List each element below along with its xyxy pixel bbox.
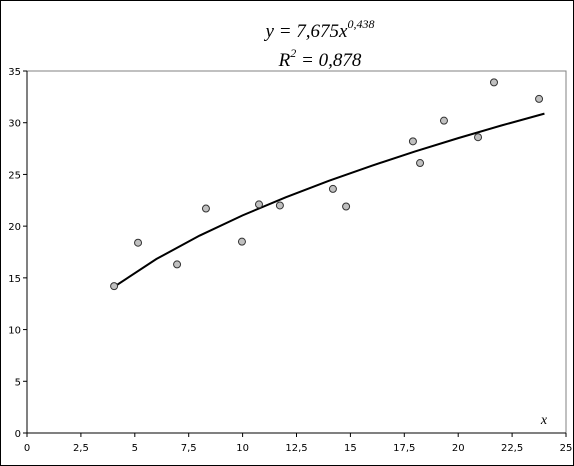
plot-area xyxy=(26,70,567,434)
point xyxy=(201,204,210,213)
y-tick-label: 5 xyxy=(15,377,21,388)
point xyxy=(439,116,448,125)
x-tick-label: 2,5 xyxy=(73,443,89,454)
x-tick-label: 20 xyxy=(452,443,465,454)
r-squared-exponent: 2 xyxy=(290,46,296,60)
equation-base: y = 7,675x xyxy=(264,21,349,42)
point xyxy=(275,201,284,210)
x-tick-label: 5 xyxy=(132,443,138,454)
x-tick-label: 7,5 xyxy=(181,443,197,454)
x-tick-label: 0 xyxy=(24,443,30,454)
equation-exponent: 0,438 xyxy=(347,17,374,31)
point xyxy=(342,202,351,211)
y-tick-label: 30 xyxy=(8,119,21,130)
point xyxy=(173,260,182,269)
point xyxy=(474,133,483,142)
y-tick-label: 15 xyxy=(8,274,21,285)
x-tick-label: 15 xyxy=(344,443,357,454)
x-tick-label: 10 xyxy=(236,443,249,454)
point xyxy=(134,238,143,247)
y-tick-label: 20 xyxy=(8,222,21,233)
y-tick-label: 0 xyxy=(15,429,21,440)
r-squared-rest: = 0,878 xyxy=(296,50,362,71)
point xyxy=(408,137,417,146)
point xyxy=(254,200,263,209)
r-squared: R2 = 0,878 xyxy=(278,46,362,71)
trendline xyxy=(112,112,545,289)
point xyxy=(328,184,337,193)
equation: y = 7,675x0,438 xyxy=(264,17,375,42)
point xyxy=(489,78,498,87)
y-tick-label: 35 xyxy=(8,67,21,78)
point xyxy=(416,159,425,168)
y-tick-label: 25 xyxy=(8,170,21,181)
point xyxy=(110,282,119,291)
x-tick-label: 25 xyxy=(560,443,573,454)
point xyxy=(535,94,544,103)
y-tick-label: 10 xyxy=(8,326,21,337)
x-axis-label: x xyxy=(540,413,548,428)
point xyxy=(237,237,246,246)
x-tick-label: 12,5 xyxy=(285,443,307,454)
x-tick-label: 22,5 xyxy=(501,443,523,454)
x-tick-label: 17,5 xyxy=(393,443,415,454)
r-squared-base: R xyxy=(278,50,291,71)
